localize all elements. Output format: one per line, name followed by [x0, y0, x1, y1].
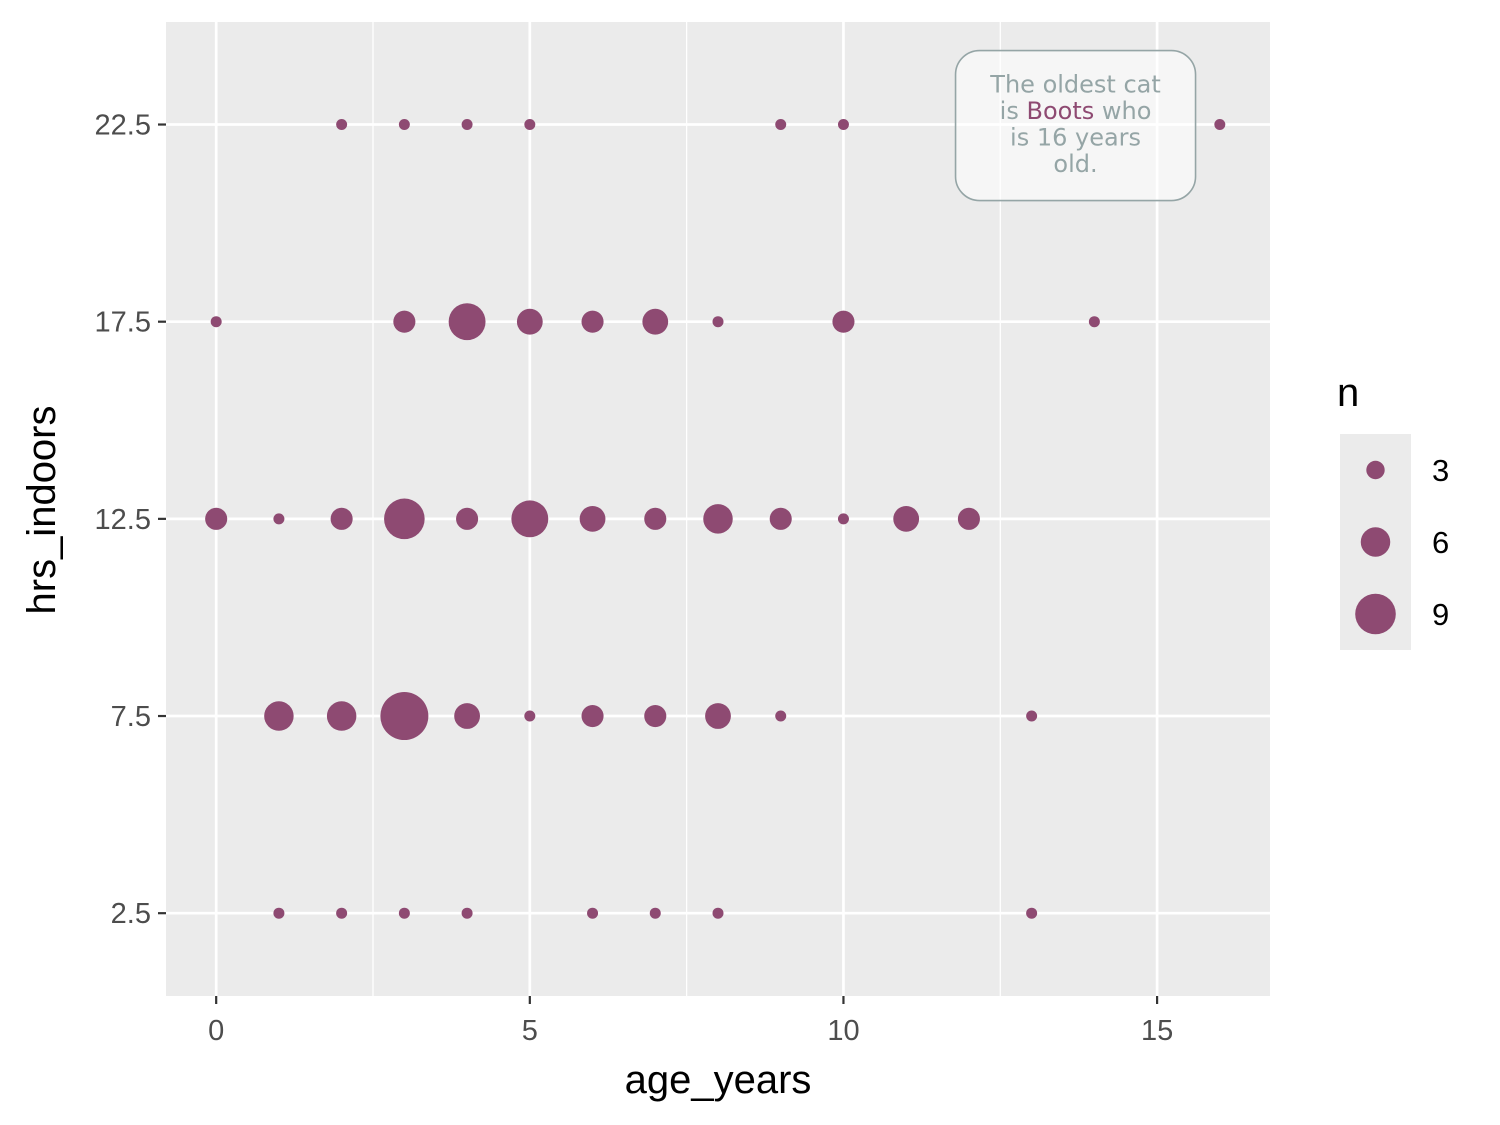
data-point	[273, 907, 285, 919]
data-point	[393, 310, 416, 333]
data-point	[775, 710, 787, 722]
annotation-line: is 16 years	[1010, 124, 1141, 152]
data-points	[205, 119, 1226, 919]
x-axis: 0 5 10 15	[208, 996, 1173, 1047]
data-point	[642, 308, 669, 335]
data-point	[775, 119, 787, 131]
data-point	[705, 703, 731, 729]
legend-key-circle	[1366, 460, 1385, 480]
data-point	[712, 907, 724, 919]
data-point	[273, 513, 285, 525]
annotation-line: is Boots who	[1000, 97, 1152, 125]
legend-title: n	[1337, 371, 1359, 415]
data-point	[461, 907, 473, 919]
legend-key-circle	[1355, 593, 1396, 635]
data-point	[448, 303, 486, 341]
data-point	[837, 119, 849, 131]
data-point	[581, 310, 604, 333]
data-point	[703, 504, 733, 534]
y-tick-label: 12.5	[95, 504, 151, 536]
annotation-line: The oldest cat	[989, 71, 1160, 99]
data-point	[398, 907, 410, 919]
annotation-text: who	[1094, 97, 1151, 125]
data-point	[644, 507, 667, 530]
data-point	[461, 119, 473, 131]
data-point	[1026, 907, 1038, 919]
y-axis-title: hrs_indoors	[20, 405, 64, 614]
annotation-text: is 16 years	[1010, 124, 1141, 152]
data-point	[326, 701, 357, 731]
data-point	[769, 507, 792, 530]
data-point	[330, 507, 353, 530]
data-point	[837, 513, 849, 525]
data-point	[336, 119, 348, 131]
data-point	[210, 316, 222, 328]
annotation-text: old.	[1053, 150, 1097, 178]
data-point	[893, 505, 920, 532]
data-point	[587, 907, 599, 919]
data-point	[454, 703, 480, 729]
data-point	[832, 310, 855, 333]
y-tick-label: 22.5	[95, 110, 151, 142]
legend-entry-label: 6	[1432, 525, 1449, 560]
x-tick-label: 5	[522, 1015, 538, 1047]
data-point	[205, 507, 228, 530]
legend-key-circle	[1360, 527, 1391, 557]
data-point	[380, 692, 429, 741]
data-point	[336, 907, 348, 919]
data-point	[644, 704, 667, 728]
annotation-frame	[954, 49, 1197, 202]
y-axis: 2.5 7.5 12.5 17.5 22.5	[95, 110, 166, 930]
y-tick-label: 7.5	[111, 701, 151, 733]
data-point	[384, 498, 425, 540]
data-point	[957, 507, 980, 530]
data-point	[1088, 316, 1100, 328]
data-point	[516, 308, 543, 335]
x-tick-label: 10	[827, 1015, 859, 1047]
data-point	[524, 710, 536, 722]
data-point	[524, 119, 536, 131]
data-point	[1214, 119, 1226, 131]
data-point	[398, 119, 410, 131]
y-tick-label: 2.5	[111, 898, 151, 930]
annotation-text: is	[1000, 97, 1027, 125]
x-axis-title: age_years	[625, 1058, 812, 1102]
data-point	[456, 507, 479, 530]
data-point	[712, 316, 724, 328]
annotation-highlight: Boots	[1026, 97, 1094, 125]
size-legend: n 3 6 9	[1337, 371, 1449, 650]
annotation-line: old.	[1053, 150, 1097, 178]
data-point	[649, 907, 661, 919]
data-point	[1026, 710, 1038, 722]
x-tick-label: 0	[208, 1015, 224, 1047]
data-point	[511, 500, 549, 538]
y-tick-label: 17.5	[95, 307, 151, 339]
data-point	[581, 704, 604, 728]
data-point	[264, 701, 294, 731]
legend-entry-label: 3	[1432, 453, 1449, 488]
x-tick-label: 15	[1141, 1015, 1173, 1047]
legend-entry-label: 9	[1432, 597, 1449, 632]
data-point	[579, 505, 606, 532]
annotation-text: The oldest cat	[989, 71, 1160, 99]
